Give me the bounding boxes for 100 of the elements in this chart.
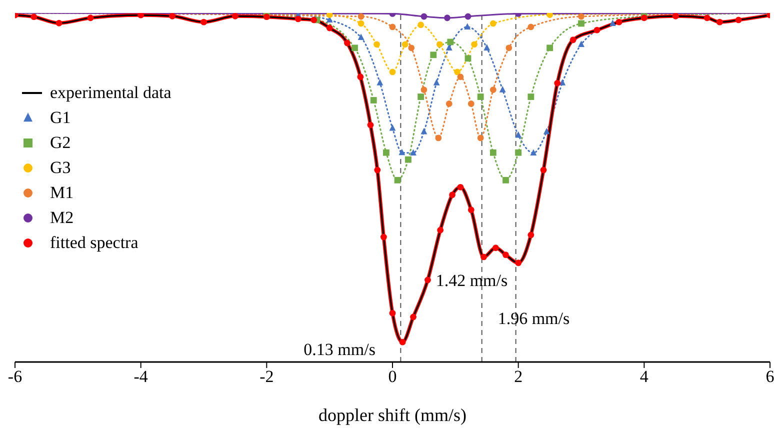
point: [528, 94, 534, 100]
point: [418, 22, 424, 28]
legend-label: G2: [50, 132, 71, 152]
point: [358, 34, 364, 40]
x-tick-label: 2: [514, 367, 523, 386]
point: [437, 226, 444, 234]
point: [515, 260, 522, 266]
point: [716, 18, 723, 26]
point: [420, 86, 428, 93]
point: [468, 100, 474, 107]
point: [490, 86, 496, 93]
point: [420, 13, 428, 20]
x-tick-label: 4: [640, 367, 649, 386]
point: [594, 26, 600, 34]
point: [454, 68, 461, 76]
point: [735, 16, 742, 24]
point: [499, 86, 506, 92]
point: [559, 78, 566, 86]
point: [232, 13, 238, 20]
point: [56, 20, 62, 26]
point: [380, 234, 387, 240]
point: [528, 24, 534, 30]
point: [616, 18, 622, 26]
point: [704, 14, 710, 22]
ref-line-label: 1.42 mm/s: [436, 271, 508, 290]
point: [200, 18, 207, 26]
point: [530, 149, 537, 156]
point: [374, 41, 380, 48]
point: [515, 149, 522, 156]
point: [410, 149, 416, 156]
point: [546, 44, 553, 52]
point: [389, 24, 396, 30]
point: [294, 16, 302, 22]
point: [399, 338, 406, 346]
legend-label: experimental data: [50, 82, 172, 102]
ref-line-label: 0.13 mm/s: [304, 340, 376, 359]
point: [402, 41, 408, 48]
point: [515, 131, 522, 138]
point: [424, 276, 431, 284]
point: [672, 13, 679, 20]
point: [326, 24, 333, 32]
point: [477, 94, 484, 100]
legend-label: M1: [50, 182, 74, 202]
point: [540, 166, 547, 174]
point: [435, 134, 442, 142]
point: [446, 44, 452, 50]
point: [169, 13, 176, 20]
point: [554, 80, 561, 86]
point: [357, 74, 364, 80]
point: [490, 20, 496, 27]
legend-label: M2: [50, 208, 74, 228]
point: [408, 44, 415, 52]
point: [446, 100, 452, 107]
point: [447, 38, 454, 46]
point: [490, 149, 496, 156]
x-tick-label: -6: [8, 367, 22, 386]
point: [310, 16, 318, 24]
point: [484, 44, 490, 50]
point: [477, 134, 484, 142]
x-axis-title: doppler shift (mm/s): [318, 405, 466, 425]
point: [394, 176, 401, 184]
point: [389, 310, 396, 316]
legend-label: G3: [50, 158, 71, 178]
point: [383, 149, 390, 156]
x-tick-label: 0: [388, 367, 397, 386]
point: [376, 78, 384, 86]
point: [398, 148, 406, 156]
point: [543, 128, 550, 134]
point: [502, 252, 509, 258]
point: [374, 166, 381, 174]
point: [433, 78, 440, 86]
point: [546, 13, 553, 18]
point: [471, 41, 478, 48]
point: [570, 36, 576, 44]
point: [358, 13, 364, 20]
point: [457, 74, 464, 80]
point: [480, 254, 487, 260]
legend-label: G1: [50, 108, 71, 128]
point: [444, 14, 450, 22]
point: [502, 176, 509, 184]
point: [457, 184, 464, 190]
point: [389, 68, 396, 76]
point: [418, 94, 424, 100]
point: [344, 40, 350, 46]
point: [358, 20, 364, 27]
point: [464, 23, 471, 30]
ref-line-label: 1.96 mm/s: [498, 309, 570, 328]
x-tick-label: -4: [134, 367, 148, 386]
point: [506, 44, 512, 52]
point: [30, 14, 38, 20]
point: [436, 41, 443, 48]
point: [578, 20, 584, 27]
point: [370, 97, 377, 104]
x-tick-label: 6: [766, 367, 774, 386]
legend-label: fitted spectra: [50, 232, 138, 252]
point: [610, 20, 616, 26]
x-tick-label: -2: [260, 367, 274, 386]
point: [87, 14, 94, 22]
point: [410, 314, 416, 320]
point: [528, 232, 534, 238]
